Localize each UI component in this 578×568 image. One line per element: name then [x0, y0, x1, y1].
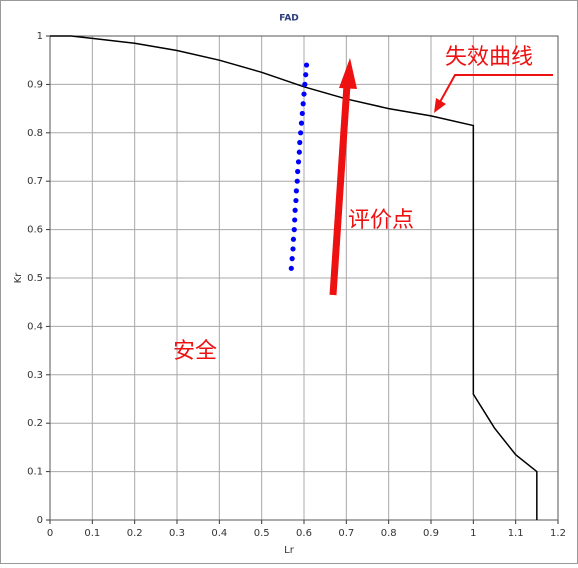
y-tick-label: 0 — [37, 515, 43, 526]
x-axis-label: Lr — [284, 545, 295, 556]
point — [302, 81, 308, 87]
curve-annotation: 失效曲线 — [445, 44, 533, 69]
point — [297, 139, 303, 146]
y-tick-label: 0.3 — [27, 370, 43, 381]
x-tick-label: 1.2 — [550, 528, 566, 539]
arrow — [439, 74, 553, 103]
y-tick-label: 0.7 — [27, 176, 43, 187]
points-annotation: 评价点 — [348, 207, 414, 232]
x-tick-label: 0.7 — [338, 528, 354, 539]
point — [300, 101, 306, 107]
x-tick-label: 0.3 — [169, 528, 185, 539]
point — [298, 120, 305, 126]
y-tick-label: 0.4 — [27, 321, 43, 332]
point — [303, 72, 309, 78]
point — [292, 217, 298, 223]
point — [294, 178, 300, 184]
point — [295, 159, 302, 165]
y-tick-label: 0.9 — [27, 79, 43, 90]
x-tick-label: 0.1 — [84, 528, 100, 539]
chart-title: FAD — [279, 14, 299, 24]
x-tick-label: 0 — [47, 528, 53, 539]
x-tick-label: 1 — [470, 528, 476, 539]
x-tick-label: 0.6 — [296, 528, 312, 539]
point — [293, 197, 299, 204]
point — [289, 256, 295, 262]
x-tick-label: 0.9 — [423, 528, 439, 539]
y-tick-label: 0.8 — [27, 128, 43, 139]
x-tick-label: 0.5 — [254, 528, 270, 539]
point — [288, 265, 294, 271]
y-tick-label: 0.1 — [27, 467, 43, 478]
plot-border — [49, 35, 559, 521]
arrow-head — [434, 98, 446, 113]
x-tick-label: 0.8 — [381, 528, 397, 539]
x-tick-label: 0.2 — [127, 528, 143, 539]
y-tick-label: 0.2 — [27, 418, 43, 429]
y-tick-label: 0.5 — [27, 273, 43, 284]
y-tick-label: 1 — [37, 31, 43, 42]
y-axis-label: Kr — [13, 272, 24, 284]
point — [296, 149, 302, 155]
plot-area: 0 0.1 0.2 0.3 0.4 0.5 0.6 0.7 0.8 0.9 1 1.1 1.2 0 0.1 0… — [27, 31, 566, 539]
arrow-head — [339, 58, 357, 89]
point — [303, 62, 310, 68]
safe-annotation: 安全 — [173, 338, 217, 363]
point — [293, 188, 299, 194]
point — [290, 236, 297, 242]
point — [291, 227, 297, 233]
y-tick-label: 0.6 — [27, 225, 43, 236]
point — [301, 91, 307, 97]
arrow — [329, 84, 351, 296]
point — [295, 168, 301, 175]
point — [290, 246, 296, 252]
x-tick-label: 0.4 — [211, 528, 227, 539]
x-tick-label: 1.1 — [508, 528, 524, 539]
point — [299, 110, 305, 117]
point — [298, 130, 304, 136]
point — [292, 207, 298, 213]
